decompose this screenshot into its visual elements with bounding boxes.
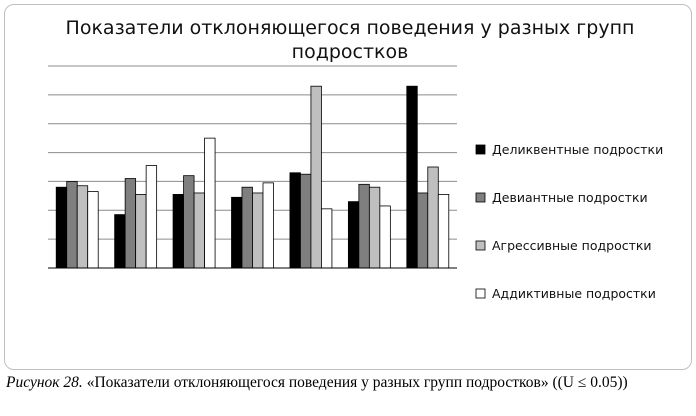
bar (437, 194, 450, 269)
bar (66, 181, 78, 269)
bar (193, 192, 205, 269)
bar (427, 166, 439, 269)
bar (300, 173, 312, 269)
bar (289, 172, 301, 269)
bar (368, 186, 381, 269)
bar (379, 205, 391, 269)
bar (76, 185, 89, 269)
bar (321, 208, 333, 269)
bar (172, 194, 184, 269)
bar (358, 183, 370, 269)
bar (87, 191, 99, 269)
legend-swatch (475, 144, 486, 155)
legend-label: Девиантные подростки (492, 190, 648, 205)
legend-swatch (475, 288, 486, 299)
legend-label: Деликвентные подростки (492, 142, 663, 157)
bar (55, 186, 68, 269)
figure-label: Рисунок 28. (6, 374, 83, 391)
legend-swatch (475, 240, 486, 251)
bar (262, 182, 274, 269)
caption-text: «Показатели отклоняющегося поведения у р… (86, 374, 628, 391)
bar (183, 175, 195, 269)
bar (406, 85, 418, 269)
bar (124, 178, 137, 269)
bar (241, 186, 253, 269)
bar (347, 201, 360, 269)
figure-caption: Рисунок 28. «Показатели отклоняющегося п… (6, 373, 690, 392)
bar (145, 165, 158, 269)
bar (114, 214, 126, 269)
bar (416, 192, 429, 269)
legend-label: Аддиктивные подростки (492, 286, 656, 301)
chart-area (4, 4, 692, 370)
bar (135, 194, 147, 269)
bar (310, 85, 322, 269)
bar (252, 192, 264, 269)
legend-swatch (475, 192, 486, 203)
legend-label: Агрессивные подростки (492, 238, 652, 253)
bar (204, 137, 216, 269)
chart-title: Показатели отклоняющегося поведения у ра… (65, 17, 635, 63)
bar (231, 196, 243, 269)
chart-plot: Деликвентные подростки Девиантные подрост… (48, 65, 663, 301)
